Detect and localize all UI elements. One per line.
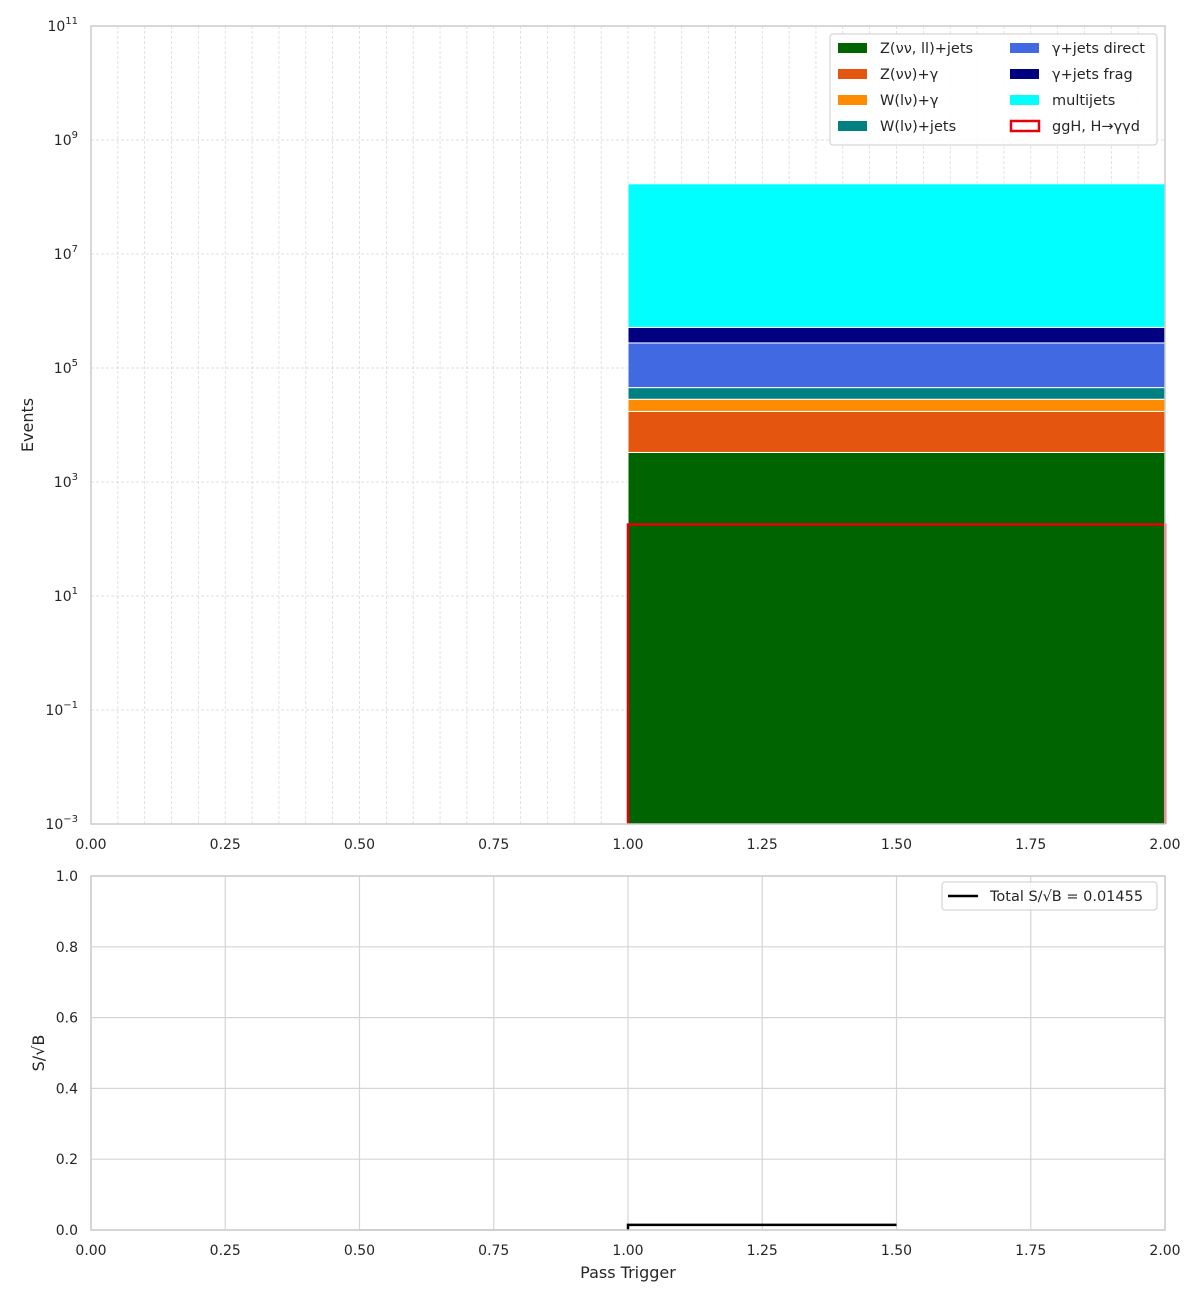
significance-line [626,1223,897,1230]
significance-y-tick-label: 0.4 [56,1081,78,1097]
events-x-tick-label: 0.75 [478,837,509,853]
stacked-bar-segment [627,410,1166,453]
significance-x-tick-label: 1.00 [612,1243,643,1259]
events-y-ticks: 10−3 10−1 101 103 105 107 109 1011 [45,16,78,833]
events-x-tick-label: 2.00 [1149,837,1180,853]
stacked-bar-segment [627,326,1166,344]
events-legend-box [829,33,1158,146]
stacked-bar-segment [627,451,1166,825]
significance-x-tick-label: 0.25 [210,1243,241,1259]
events-y-tick-label: 101 [54,586,78,605]
legend-swatch [1010,95,1039,105]
legend-label: γ+jets direct [1052,41,1145,57]
legend-swatch [1010,43,1039,53]
significance-y-tick-label: 0.8 [56,940,78,956]
events-panel: 0.00 0.25 0.50 0.75 1.00 1.25 1.50 1.75 2.00 10−… [18,16,1181,853]
events-frame [90,25,1166,825]
legend-label: Z(νν, ll)+jets [880,41,973,57]
significance-y-tick-label: 1.0 [56,869,78,885]
events-y-tick-label: 10−3 [45,814,78,833]
stacked-bar-segment [627,387,1166,400]
stacked-bar-segment [627,342,1166,389]
significance-y-tick-label: 0.6 [56,1011,78,1027]
events-y-tick-label: 105 [54,358,78,377]
legend-label: W(lν)+jets [880,119,956,135]
events-x-tick-label: 0.50 [344,837,375,853]
significance-x-tick-label: 1.25 [747,1243,778,1259]
events-y-tick-label: 109 [54,130,78,149]
significance-y-tick-label: 0.0 [56,1223,78,1239]
significance-x-tick-label: 2.00 [1149,1243,1180,1259]
events-y-tick-label: 103 [54,472,78,491]
events-x-tick-label: 1.00 [612,837,643,853]
events-x-tick-label: 1.50 [881,837,912,853]
significance-x-tick-label: 0.00 [75,1243,106,1259]
legend-label: W(lν)+γ [880,93,939,109]
significance-y-ticks: 0.0 0.2 0.4 0.6 0.8 1.0 [56,869,78,1239]
events-x-tick-label: 0.25 [210,837,241,853]
events-x-ticks: 0.00 0.25 0.50 0.75 1.00 1.25 1.50 1.75 2.00 [75,837,1180,853]
significance-x-axis-label: Pass Trigger [580,1263,676,1282]
events-x-tick-label: 1.75 [1015,837,1046,853]
events-x-tick-label: 1.25 [747,837,778,853]
legend-swatch [838,43,867,53]
significance-x-tick-label: 1.50 [881,1243,912,1259]
legend-label: γ+jets frag [1052,67,1133,83]
events-y-tick-label: 107 [54,244,78,263]
significance-y-axis-label: S/√B [29,1035,48,1072]
significance-x-tick-label: 1.75 [1015,1243,1046,1259]
significance-legend-label: Total S/√B = 0.01455 [989,889,1143,905]
events-y-tick-label: 10−1 [45,700,78,719]
significance-x-ticks: 0.00 0.25 0.50 0.75 1.00 1.25 1.50 1.75 2.00 [75,1243,1180,1259]
legend-swatch [838,69,867,79]
legend-label: ggH, H→γγd [1052,119,1140,135]
stacked-bar-segment [627,183,1166,328]
significance-legend: Total S/√B = 0.01455 [941,881,1158,911]
events-y-axis-label: Events [18,398,37,452]
events-x-tick-label: 0.00 [75,837,106,853]
stacked-bars [627,183,1166,825]
legend-swatch [1010,69,1039,79]
legend-swatch [838,95,867,105]
significance-x-tick-label: 0.50 [344,1243,375,1259]
legend-label: multijets [1052,93,1115,109]
events-legend: Z(νν, ll)+jets Z(νν)+γ W(lν)+γ W(lν)+jets γ+… [829,33,1158,146]
legend-swatch [1009,119,1041,133]
events-y-tick-label: 1011 [47,16,78,35]
significance-frame [90,875,1166,1231]
legend-label: Z(νν)+γ [880,67,939,83]
significance-legend-box [941,881,1158,911]
legend-swatch [838,121,867,131]
significance-panel: 0.00 0.25 0.50 0.75 1.00 1.25 1.50 1.75 2.00 0.0… [29,869,1181,1282]
significance-x-tick-label: 0.75 [478,1243,509,1259]
stacked-bar-segment [627,398,1166,412]
significance-y-tick-label: 0.2 [56,1152,78,1168]
